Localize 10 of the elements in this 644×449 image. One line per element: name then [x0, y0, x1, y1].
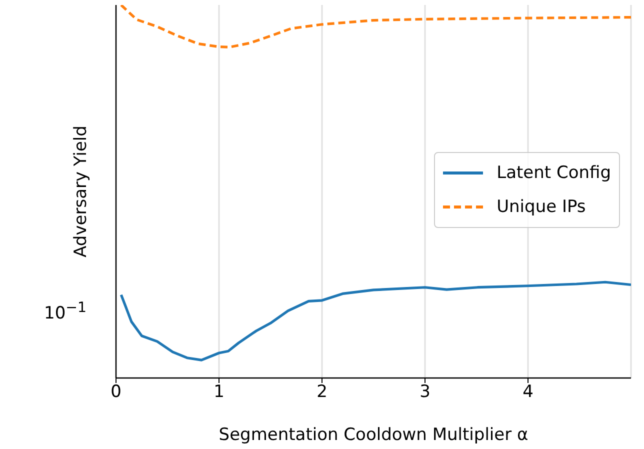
- legend-label: Latent Config: [496, 163, 611, 183]
- x-tick-label: 2: [316, 382, 328, 402]
- x-tick-label: 3: [420, 382, 430, 402]
- x-tick-label: 1: [214, 382, 224, 402]
- x-axis-title: Segmentation Cooldown Multiplier α: [218, 425, 528, 445]
- x-tick-label: 0: [110, 382, 122, 402]
- text: 10$^{−1}$: [44, 300, 87, 324]
- legend-label: Unique IPs: [496, 197, 586, 217]
- x-tick-label: 4: [522, 382, 534, 402]
- y-axis-title: Adversary Yield: [71, 126, 92, 258]
